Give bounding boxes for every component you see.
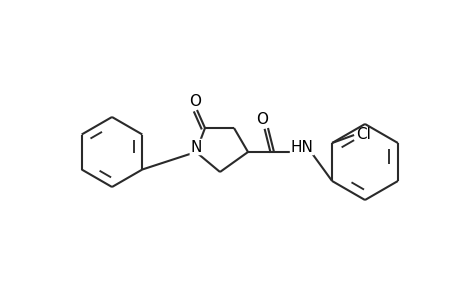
Text: O: O bbox=[256, 112, 268, 127]
Text: O: O bbox=[189, 94, 201, 109]
Text: Cl: Cl bbox=[355, 127, 370, 142]
Text: N: N bbox=[190, 140, 201, 154]
Text: HN: HN bbox=[290, 140, 313, 154]
